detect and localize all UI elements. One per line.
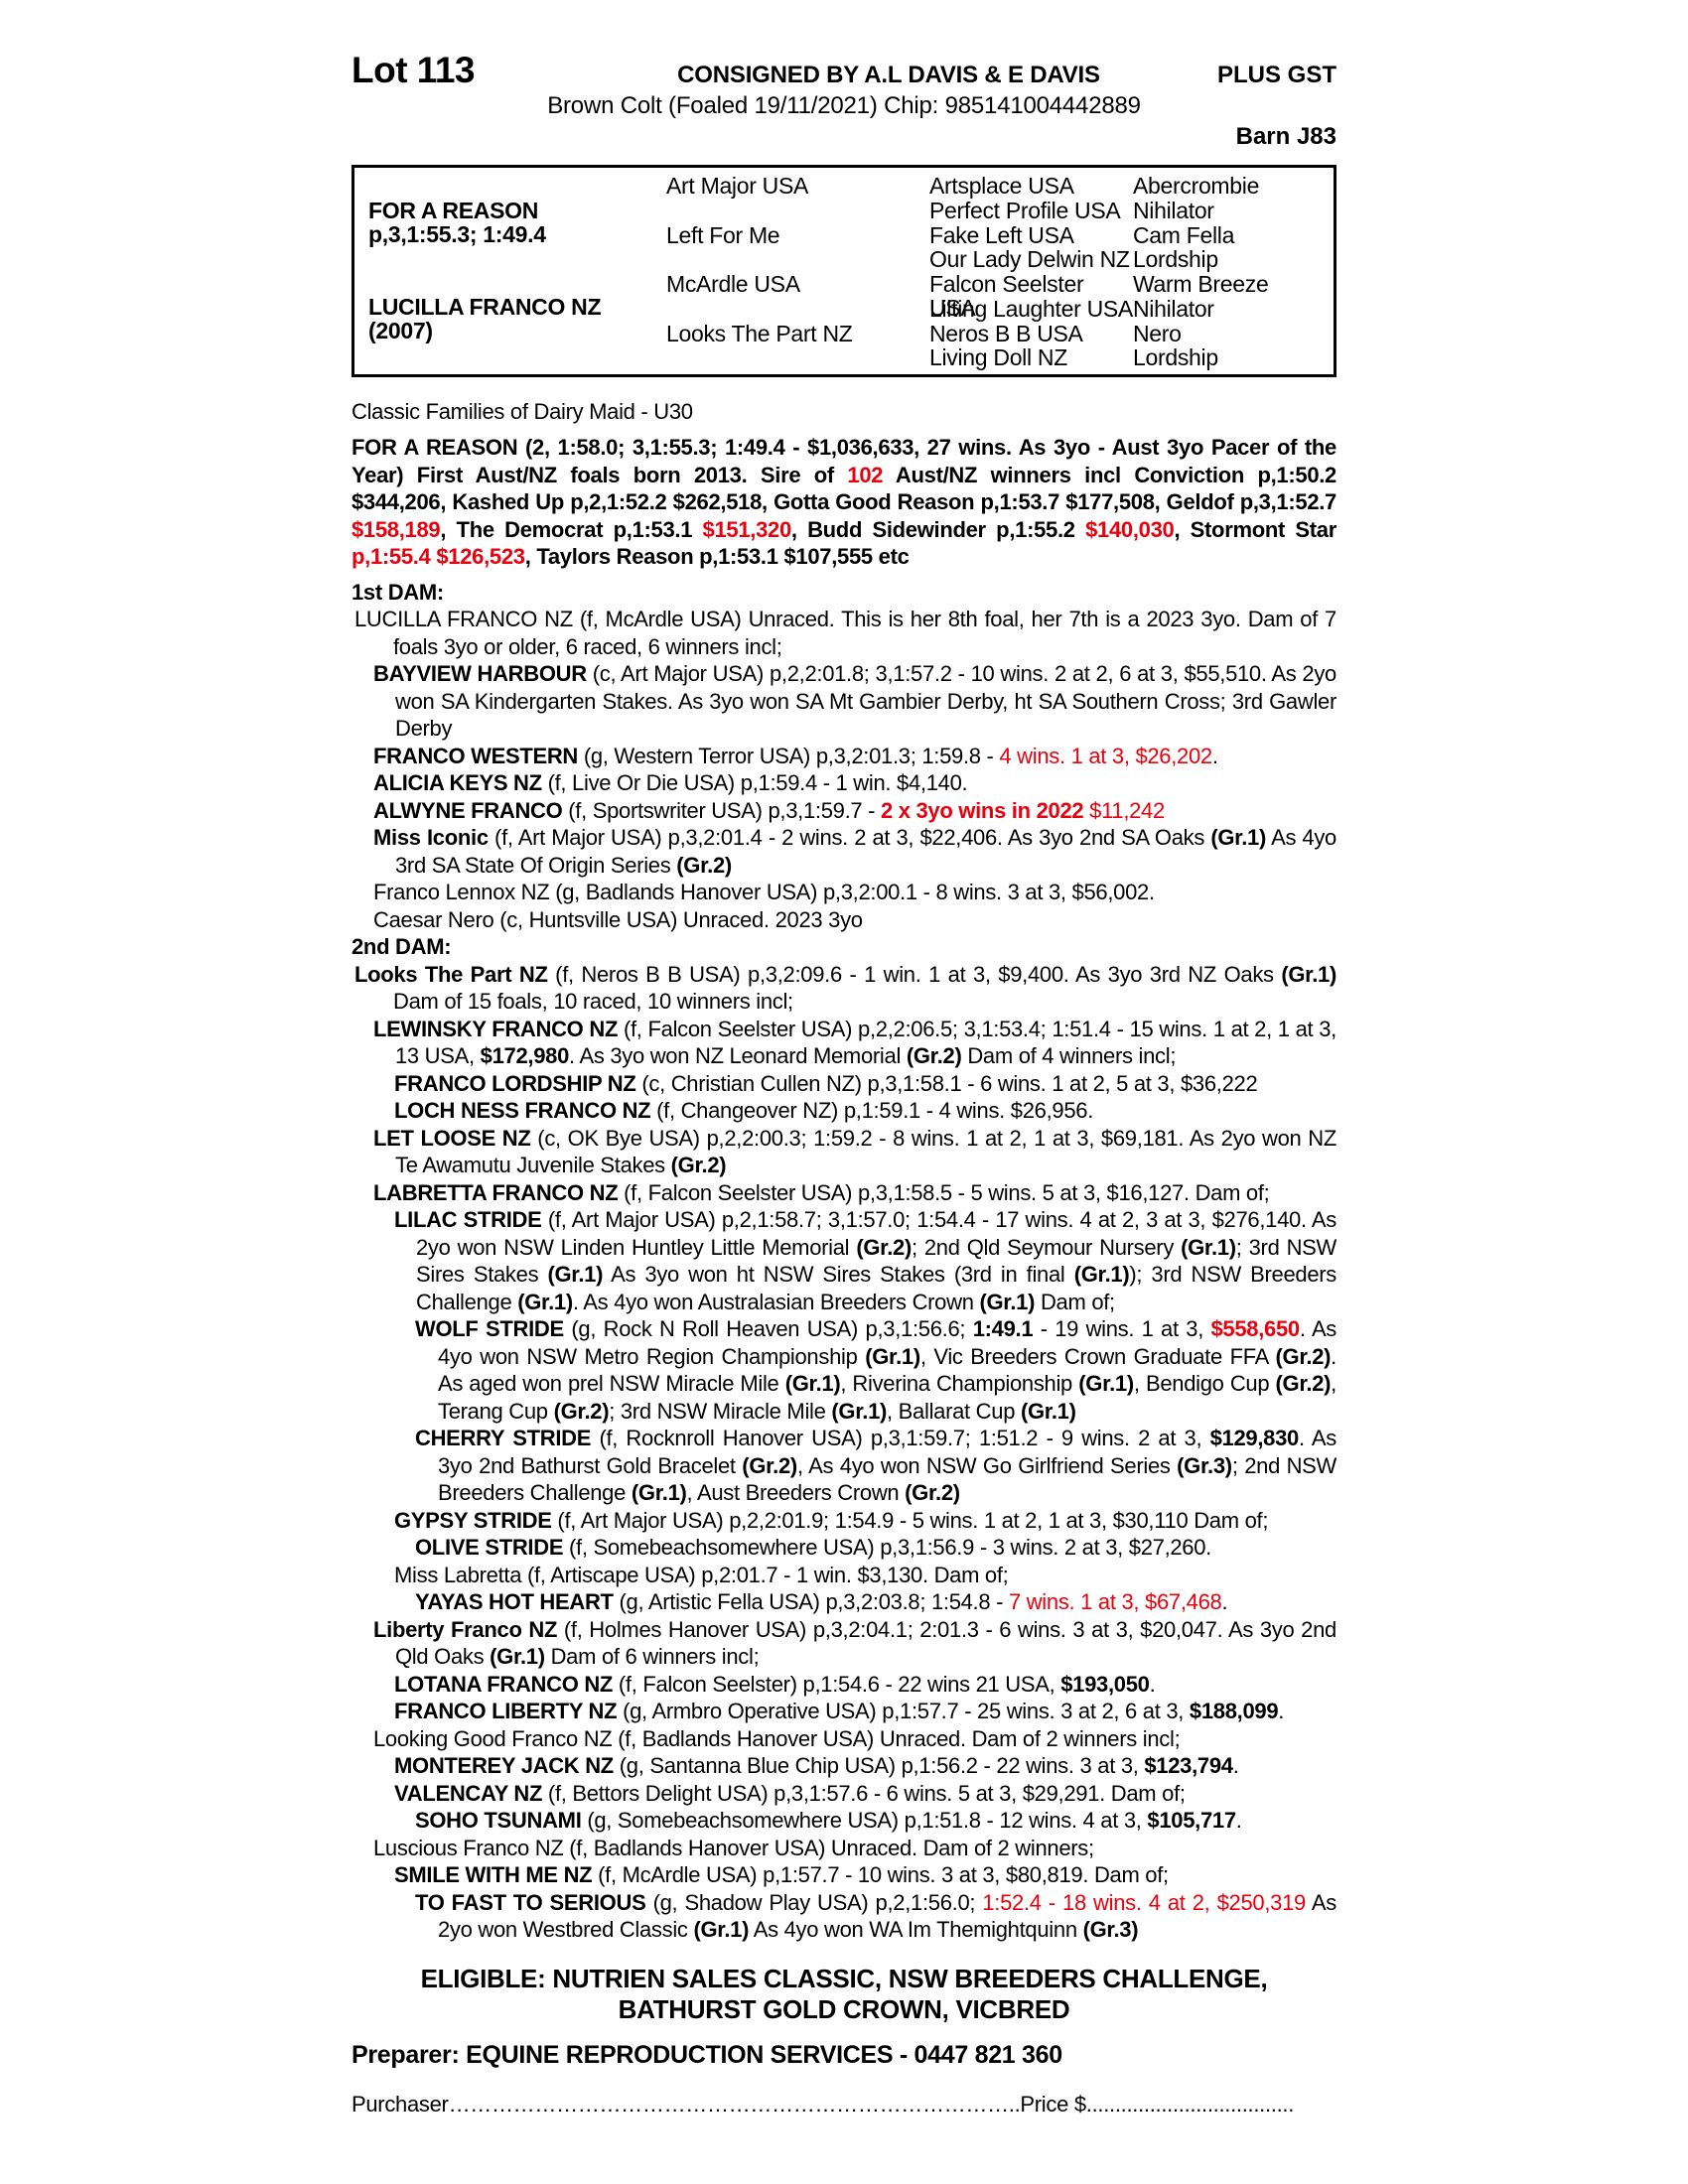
- ancestor-gen3: Neros B B USA: [929, 320, 1083, 346]
- pedigree-entry: TO FAST TO SERIOUS (g, Shadow Play USA) …: [415, 1889, 1336, 1943]
- pedigree-col-3: Artsplace USA Perfect Profile USA Fake Lef…: [929, 174, 1133, 374]
- ancestor-gen3: Living Doll NZ: [929, 344, 1067, 371]
- pedigree-entry: GYPSY STRIDE (f, Art Major USA) p,2,2:01…: [394, 1507, 1269, 1533]
- pedigree-entry: YAYAS HOT HEART (g, Artistic Fella USA) …: [415, 1589, 1228, 1614]
- catalog-page: Lot 113 CONSIGNED BY A.L DAVIS & E DAVIS…: [352, 50, 1336, 2117]
- sire-block: FOR A REASON p,3,1:55.3; 1:49.4: [368, 174, 666, 270]
- pedigree-entry: ALICIA KEYS NZ (f, Live Or Die USA) p,1:…: [373, 770, 968, 795]
- pedigree-entry: VALENCAY NZ (f, Bettors Delight USA) p,3…: [394, 1780, 1186, 1806]
- family-line: Classic Families of Dairy Maid - U30: [352, 399, 693, 424]
- ancestor-gen3: Artsplace USA: [929, 173, 1074, 199]
- ancestor-gen3: Falcon Seelster USA: [929, 271, 1084, 321]
- pedigree-entry: FRANCO WESTERN (g, Western Terror USA) p…: [373, 743, 1218, 768]
- pedigree-entry: LEWINSKY FRANCO NZ (f, Falcon Seelster U…: [373, 1016, 1336, 1069]
- pedigree-col-4: Abercrombie Nihilator Cam Fella Lordship War…: [1133, 174, 1334, 374]
- sire-paragraph: FOR A REASON (2, 1:58.0; 3,1:55.3; 1:49.…: [352, 435, 1336, 569]
- dam-year: (2007): [368, 317, 433, 343]
- header: Lot 113 CONSIGNED BY A.L DAVIS & E DAVIS…: [352, 50, 1336, 91]
- dam-heading: 1st DAM:: [352, 579, 444, 605]
- pedigree-entry: LOCH NESS FRANCO NZ (f, Changeover NZ) p…: [394, 1098, 1094, 1123]
- preparer-line: Preparer: EQUINE REPRODUCTION SERVICES -…: [352, 2040, 1062, 2069]
- pedigree-entry: Miss Labretta (f, Artiscape USA) p,2:01.…: [394, 1562, 1009, 1587]
- ancestor-gen3: Our Lady Delwin NZ: [929, 246, 1130, 273]
- ancestor-gen4: Lordship: [1133, 246, 1218, 273]
- ancestor-gen2: McArdle USA: [666, 271, 800, 297]
- ancestor-gen4: Nero: [1133, 320, 1182, 346]
- pedigree-entry: MONTEREY JACK NZ (g, Santanna Blue Chip …: [394, 1753, 1239, 1778]
- ancestor-gen2: Looks The Part NZ: [666, 320, 853, 346]
- ancestor-gen2: Art Major USA: [666, 173, 809, 199]
- barn-label: Barn J83: [1235, 123, 1336, 150]
- pedigree-col-1: FOR A REASON p,3,1:55.3; 1:49.4 LUCILLA …: [368, 174, 666, 374]
- sire-record: p,3,1:55.3; 1:49.4: [368, 220, 546, 247]
- ancestor-gen4: Nihilator: [1133, 197, 1214, 223]
- pedigree-entry: Miss Iconic (f, Art Major USA) p,3,2:01.…: [373, 825, 1336, 878]
- pedigree-entry: Looks The Part NZ (f, Neros B B USA) p,3…: [354, 961, 1336, 1015]
- foaled-line: Brown Colt (Foaled 19/11/2021) Chip: 985…: [547, 92, 1141, 119]
- pedigree-entry: LOTANA FRANCO NZ (f, Falcon Seelster) p,…: [394, 1671, 1156, 1697]
- pedigree-table: FOR A REASON p,3,1:55.3; 1:49.4 LUCILLA …: [352, 165, 1336, 377]
- eligibility-line: ELIGIBLE: NUTRIEN SALES CLASSIC, NSW BRE…: [420, 1963, 1268, 2024]
- ancestor-gen4: Warm Breeze: [1133, 271, 1269, 297]
- ancestor-gen4: Cam Fella: [1133, 221, 1235, 248]
- pedigree-entry: Liberty Franco NZ (f, Holmes Hanover USA…: [373, 1616, 1336, 1670]
- pedigree-entry: Luscious Franco NZ (f, Badlands Hanover …: [373, 1835, 1094, 1860]
- ancestor-gen4: Lordship: [1133, 344, 1218, 371]
- pedigree-entry: Franco Lennox NZ (g, Badlands Hanover US…: [373, 880, 1155, 904]
- ancestor-gen2: Left For Me: [666, 221, 780, 248]
- ancestor-gen3: Perfect Profile USA: [929, 197, 1121, 223]
- ancestor-gen4: Abercrombie: [1133, 173, 1260, 199]
- pedigree-col-2: Art Major USA Left For Me McArdle USA Looks…: [666, 174, 929, 374]
- dam-heading: 2nd DAM:: [352, 934, 452, 959]
- pedigree-entry: Caesar Nero (c, Huntsville USA) Unraced.…: [373, 906, 863, 932]
- pedigree-entry: SOHO TSUNAMI (g, Somebeachsomewhere USA)…: [415, 1808, 1242, 1833]
- pedigree-entry: BAYVIEW HARBOUR (c, Art Major USA) p,2,2…: [373, 661, 1336, 741]
- dam-block: LUCILLA FRANCO NZ (2007): [368, 270, 666, 366]
- ancestor-gen4: Nihilator: [1133, 295, 1214, 322]
- pedigree-entry: LILAC STRIDE (f, Art Major USA) p,2,1:58…: [394, 1207, 1337, 1314]
- pedigree-entry: LABRETTA FRANCO NZ (f, Falcon Seelster U…: [373, 1179, 1270, 1205]
- pedigree-entry: FRANCO LORDSHIP NZ (c, Christian Cullen …: [394, 1070, 1258, 1096]
- plus-gst-label: PLUS GST: [1216, 62, 1336, 88]
- dam-name: LUCILLA FRANCO NZ: [368, 293, 602, 320]
- pedigree-entry: FRANCO LIBERTY NZ (g, Armbro Operative U…: [394, 1699, 1285, 1723]
- pedigree-entry: WOLF STRIDE (g, Rock N Roll Heaven USA) …: [415, 1316, 1337, 1424]
- lot-number: Lot 113: [352, 50, 476, 90]
- consignor-line: CONSIGNED BY A.L DAVIS & E DAVIS: [677, 62, 1100, 88]
- purchaser-line: Purchaser……………………………………………………………………..Pri…: [352, 2091, 1295, 2116]
- sire-name: FOR A REASON: [368, 197, 539, 223]
- pedigree-entry: SMILE WITH ME NZ (f, McArdle USA) p,1:57…: [394, 1862, 1169, 1887]
- pedigree-entry: OLIVE STRIDE (f, Somebeachsomewhere USA)…: [415, 1535, 1211, 1560]
- pedigree-entry: ALWYNE FRANCO (f, Sportswriter USA) p,3,…: [373, 797, 1165, 823]
- pedigree-entry: Looking Good Franco NZ (f, Badlands Hano…: [373, 1725, 1181, 1751]
- dam-sections: 1st DAM: LUCILLA FRANCO NZ (f, McArdle US…: [352, 579, 1336, 1944]
- ancestor-gen3: Fake Left USA: [929, 221, 1074, 248]
- pedigree-entry: LET LOOSE NZ (c, OK Bye USA) p,2,2:00.3;…: [373, 1125, 1336, 1178]
- pedigree-entry: LUCILLA FRANCO NZ (f, McArdle USA) Unrac…: [354, 607, 1336, 659]
- pedigree-entry: CHERRY STRIDE (f, Rocknroll Hanover USA)…: [415, 1426, 1336, 1505]
- ancestor-gen3: Lilting Laughter USA: [929, 295, 1133, 322]
